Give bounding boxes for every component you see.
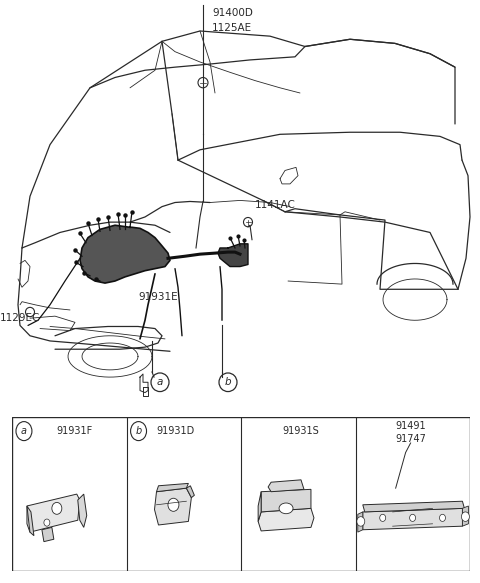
Circle shape bbox=[151, 373, 169, 392]
Polygon shape bbox=[155, 488, 192, 525]
Circle shape bbox=[25, 307, 35, 317]
Text: 91931S: 91931S bbox=[283, 426, 319, 436]
Polygon shape bbox=[363, 508, 462, 530]
Polygon shape bbox=[27, 494, 80, 532]
Text: 91931E: 91931E bbox=[138, 292, 178, 301]
Polygon shape bbox=[218, 244, 248, 266]
Polygon shape bbox=[258, 508, 314, 531]
Polygon shape bbox=[258, 491, 261, 521]
Polygon shape bbox=[462, 506, 468, 526]
Text: b: b bbox=[225, 377, 231, 387]
Text: 1125AE: 1125AE bbox=[212, 23, 252, 33]
Polygon shape bbox=[363, 501, 465, 512]
Text: b: b bbox=[135, 426, 142, 436]
Polygon shape bbox=[156, 483, 188, 491]
Polygon shape bbox=[268, 480, 304, 491]
Circle shape bbox=[131, 422, 146, 441]
Circle shape bbox=[16, 422, 32, 441]
Ellipse shape bbox=[279, 503, 293, 514]
Text: 91491: 91491 bbox=[396, 422, 426, 431]
Text: a: a bbox=[21, 426, 27, 436]
Polygon shape bbox=[80, 225, 170, 283]
Circle shape bbox=[357, 517, 365, 526]
Circle shape bbox=[52, 503, 62, 514]
Text: 1141AC: 1141AC bbox=[255, 199, 296, 209]
Circle shape bbox=[380, 514, 386, 521]
Text: 91747: 91747 bbox=[395, 434, 426, 444]
Text: 91931D: 91931D bbox=[156, 426, 195, 436]
Circle shape bbox=[198, 78, 208, 88]
Circle shape bbox=[168, 498, 179, 511]
Text: 91400D: 91400D bbox=[212, 8, 253, 18]
Circle shape bbox=[219, 373, 237, 392]
Text: a: a bbox=[157, 377, 163, 387]
Text: 1129EC: 1129EC bbox=[0, 313, 40, 323]
Polygon shape bbox=[186, 486, 194, 498]
Polygon shape bbox=[78, 494, 87, 528]
Polygon shape bbox=[27, 506, 34, 536]
Polygon shape bbox=[261, 489, 311, 512]
Text: 91931F: 91931F bbox=[57, 426, 93, 436]
Circle shape bbox=[440, 514, 445, 521]
Circle shape bbox=[409, 514, 416, 521]
Circle shape bbox=[243, 217, 252, 227]
Polygon shape bbox=[358, 512, 363, 532]
Circle shape bbox=[461, 512, 469, 521]
Polygon shape bbox=[42, 528, 54, 542]
Circle shape bbox=[44, 519, 50, 526]
